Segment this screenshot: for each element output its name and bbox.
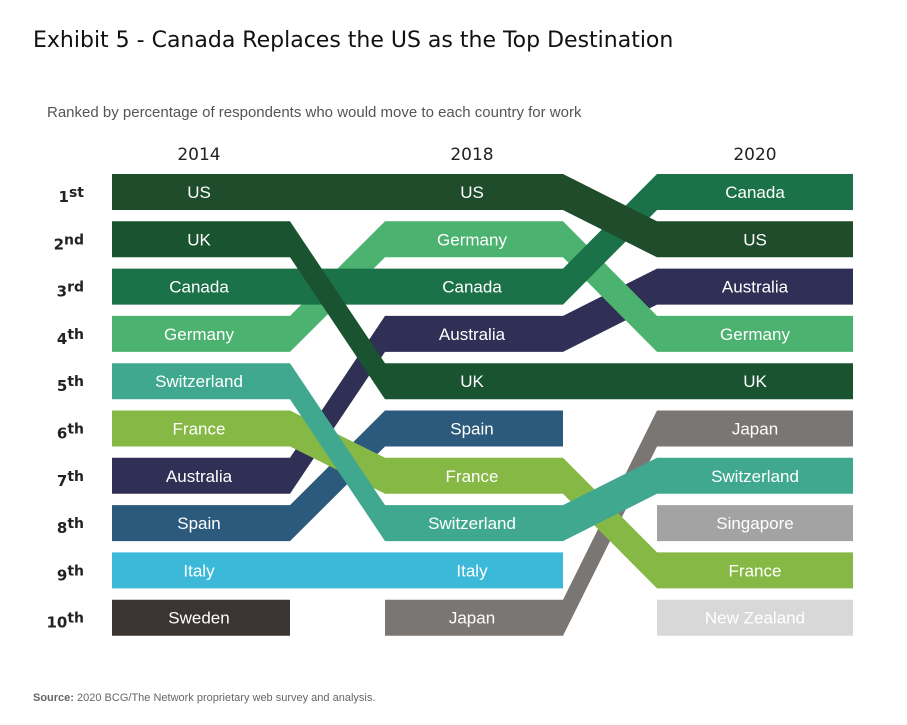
bar-label-italy-2014: Italy xyxy=(183,561,215,580)
rank-label-2: 2nd xyxy=(54,232,84,253)
band-singapore xyxy=(657,505,853,542)
bar-label-switzerland-2014: Switzerland xyxy=(155,372,243,391)
series-italy xyxy=(112,552,563,589)
year-label-2014: 2014 xyxy=(177,145,220,165)
bar-label-canada-2020: Canada xyxy=(725,183,785,202)
series-japan xyxy=(385,410,853,636)
series-france xyxy=(112,410,853,589)
band-new-zealand xyxy=(657,599,853,636)
series-new-zealand xyxy=(657,599,853,636)
series-singapore xyxy=(657,505,853,542)
bar-label-us-2018: US xyxy=(460,183,484,202)
band-spain xyxy=(112,410,563,542)
band-australia xyxy=(112,268,853,494)
rank-label-7: 7th xyxy=(57,469,84,490)
bar-label-canada-2014: Canada xyxy=(169,278,229,297)
band-france xyxy=(112,410,853,589)
rank-label-8: 8th xyxy=(57,516,84,537)
bar-label-spain-2018: Spain xyxy=(450,420,493,439)
bar-label-germany-2014: Germany xyxy=(164,325,234,344)
source-label: Source: xyxy=(33,692,74,704)
bar-label-australia-2020: Australia xyxy=(722,278,789,297)
bar-label-singapore-2020: Singapore xyxy=(716,514,794,533)
bar-label-germany-2018: Germany xyxy=(437,230,507,249)
bar-label-france-2018: France xyxy=(446,467,499,486)
band-uk xyxy=(112,221,853,400)
chart-subtitle: Ranked by percentage of respondents who … xyxy=(47,104,582,121)
series-canada xyxy=(112,174,853,305)
bar-label-uk-2014: UK xyxy=(187,230,211,249)
bar-label-japan-2020: Japan xyxy=(732,420,778,439)
series-switzerland xyxy=(112,363,853,542)
bar-label-sweden-2014: Sweden xyxy=(168,609,229,628)
bar-label-australia-2018: Australia xyxy=(439,325,506,344)
source-note: Source: 2020 BCG/The Network proprietary… xyxy=(33,692,375,704)
bar-label-france-2020: France xyxy=(729,561,782,580)
series-uk xyxy=(112,221,853,400)
series-germany xyxy=(112,221,853,352)
bar-label-switzerland-2018: Switzerland xyxy=(428,514,516,533)
band-germany xyxy=(112,221,853,352)
rank-label-1: 1st xyxy=(59,185,85,206)
year-label-2018: 2018 xyxy=(450,145,493,165)
bar-label-uk-2020: UK xyxy=(743,372,767,391)
band-sweden xyxy=(112,599,290,636)
series-spain xyxy=(112,410,563,542)
bar-label-canada-2018: Canada xyxy=(442,278,502,297)
bar-label-switzerland-2020: Switzerland xyxy=(711,467,799,486)
source-text: 2020 BCG/The Network proprietary web sur… xyxy=(77,692,376,704)
bar-label-italy-2018: Italy xyxy=(456,561,488,580)
rank-label-10: 10th xyxy=(46,611,84,632)
bar-label-japan-2018: Japan xyxy=(449,609,495,628)
band-japan xyxy=(385,410,853,636)
band-canada xyxy=(112,174,853,305)
bar-label-us-2020: US xyxy=(743,230,767,249)
series-sweden xyxy=(112,599,290,636)
series-australia xyxy=(112,268,853,494)
bar-label-germany-2020: Germany xyxy=(720,325,790,344)
bar-label-us-2014: US xyxy=(187,183,211,202)
band-italy xyxy=(112,552,563,589)
band-switzerland xyxy=(112,363,853,542)
bar-label-spain-2014: Spain xyxy=(177,514,220,533)
bar-label-france-2014: France xyxy=(173,420,226,439)
series-us xyxy=(112,174,853,258)
rank-label-4: 4th xyxy=(57,327,84,348)
rank-label-5: 5th xyxy=(57,374,84,395)
rank-label-3: 3rd xyxy=(57,280,84,301)
rank-label-9: 9th xyxy=(57,563,84,584)
band-us xyxy=(112,174,853,258)
year-label-2020: 2020 xyxy=(733,145,776,165)
bar-label-australia-2014: Australia xyxy=(166,467,233,486)
bar-label-new-zealand-2020: New Zealand xyxy=(705,609,805,628)
rank-label-6: 6th xyxy=(57,422,84,443)
bar-label-uk-2018: UK xyxy=(460,372,484,391)
chart-title: Exhibit 5 - Canada Replaces the US as th… xyxy=(33,28,674,53)
